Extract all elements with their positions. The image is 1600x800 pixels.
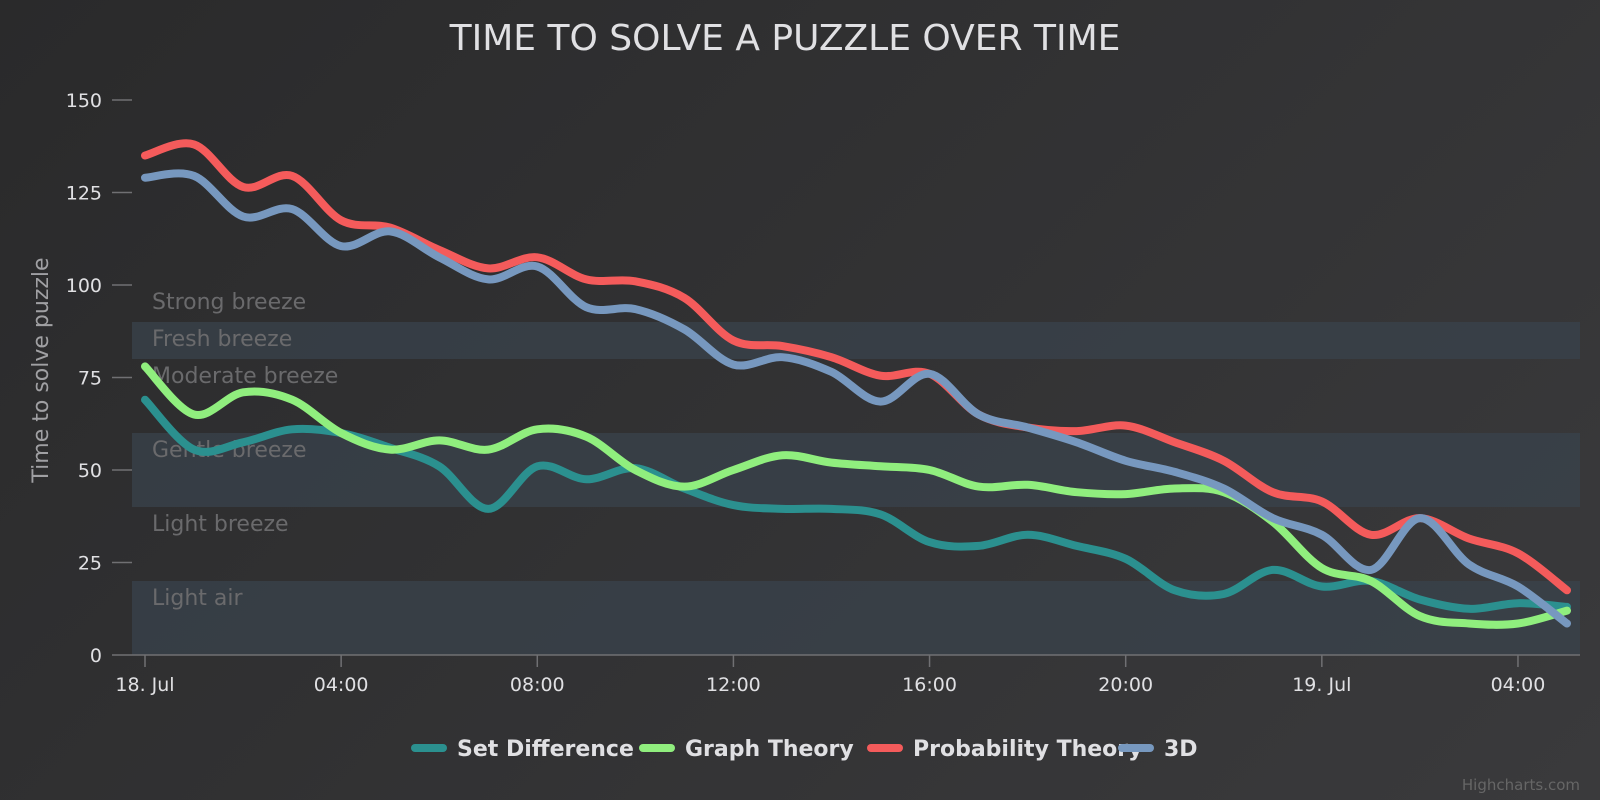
- legend-item-set-difference[interactable]: Set Difference: [411, 737, 634, 762]
- legend-item-graph-theory[interactable]: Graph Theory: [639, 737, 854, 762]
- y-tick-label: 0: [90, 645, 102, 667]
- plot-band-label: Light breeze: [152, 512, 289, 537]
- y-tick-label: 75: [78, 368, 102, 390]
- y-tick-label: 25: [78, 553, 102, 575]
- y-tick-label: 50: [78, 460, 102, 482]
- plot-band-gentle-breeze: [132, 433, 1580, 507]
- plot-band-label: Fresh breeze: [152, 327, 292, 352]
- plot-band-label: Strong breeze: [152, 290, 306, 315]
- y-tick-label: 125: [66, 183, 102, 205]
- legend-item-probability-theory[interactable]: Probability Theory: [867, 737, 1142, 762]
- series-line-3d[interactable]: [141, 169, 1571, 628]
- y-tick-label: 100: [66, 275, 102, 297]
- y-tick-label: 150: [66, 90, 102, 112]
- credits-link[interactable]: Highcharts.com: [1462, 776, 1580, 794]
- plot-band-light-air: [132, 581, 1580, 655]
- series-lines: [141, 139, 1571, 629]
- x-tick-label: 18. Jul: [115, 674, 174, 696]
- legend-label: Graph Theory: [685, 737, 854, 762]
- legend-label: Set Difference: [457, 737, 634, 762]
- y-axis-title: Time to solve puzzle: [29, 257, 54, 483]
- x-tick-label: 04:00: [314, 674, 369, 696]
- series-line-graph-theory[interactable]: [141, 362, 1571, 629]
- axes: 0 25 50 75 100 125 150 18. Jul 04:00 08:00 12:00 16…: [66, 90, 1580, 696]
- plot-band-fresh-breeze: [132, 322, 1580, 359]
- legend-item-3d[interactable]: 3D: [1118, 737, 1198, 762]
- x-tick-label: 04:00: [1491, 674, 1546, 696]
- chart-title: TIME TO SOLVE A PUZZLE OVER TIME: [449, 18, 1121, 59]
- legend-label: 3D: [1164, 737, 1198, 762]
- x-tick-label: 20:00: [1098, 674, 1153, 696]
- x-tick-label: 16:00: [902, 674, 957, 696]
- plot-band-label: Light air: [152, 586, 243, 611]
- x-tick-label: 08:00: [510, 674, 565, 696]
- legend-label: Probability Theory: [913, 737, 1142, 762]
- x-tick-label: 19. Jul: [1292, 674, 1351, 696]
- plot-band-label: Moderate breeze: [152, 364, 338, 389]
- legend[interactable]: Set Difference Graph Theory Probability Th…: [411, 737, 1198, 762]
- x-tick-label: 12:00: [706, 674, 761, 696]
- series-line-probability-theory[interactable]: [141, 139, 1571, 595]
